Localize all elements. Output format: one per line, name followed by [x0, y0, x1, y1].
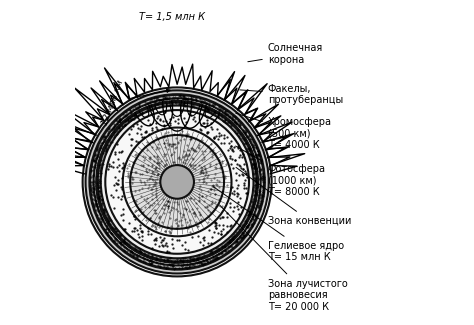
Text: Зона конвенции: Зона конвенции: [236, 167, 351, 226]
Text: Фотосфера
(1000 км)
Т= 8000 К: Фотосфера (1000 км) Т= 8000 К: [236, 146, 326, 197]
Circle shape: [130, 135, 224, 229]
Text: Гелиевое ядро
Т= 15 млн К: Гелиевое ядро Т= 15 млн К: [213, 187, 344, 262]
Circle shape: [94, 98, 261, 266]
Circle shape: [160, 165, 194, 199]
Circle shape: [105, 110, 249, 254]
Text: Солнечная
корона: Солнечная корона: [248, 43, 323, 65]
Text: Хромосфера
(500 км)
Т= 4000 К: Хромосфера (500 км) Т= 4000 К: [236, 113, 332, 150]
Circle shape: [97, 102, 257, 262]
Circle shape: [90, 95, 264, 269]
Circle shape: [123, 127, 231, 236]
Circle shape: [82, 87, 272, 276]
Text: Т= 1,5 млн К: Т= 1,5 млн К: [139, 12, 205, 22]
Circle shape: [85, 90, 269, 274]
Text: Зона лучистого
равновесия
Т= 20 000 К: Зона лучистого равновесия Т= 20 000 К: [219, 205, 347, 312]
Text: Факелы,
протуберанцы: Факелы, протуберанцы: [240, 84, 343, 105]
Circle shape: [101, 106, 254, 258]
Text: 12 млн км: 12 млн км: [100, 79, 125, 127]
